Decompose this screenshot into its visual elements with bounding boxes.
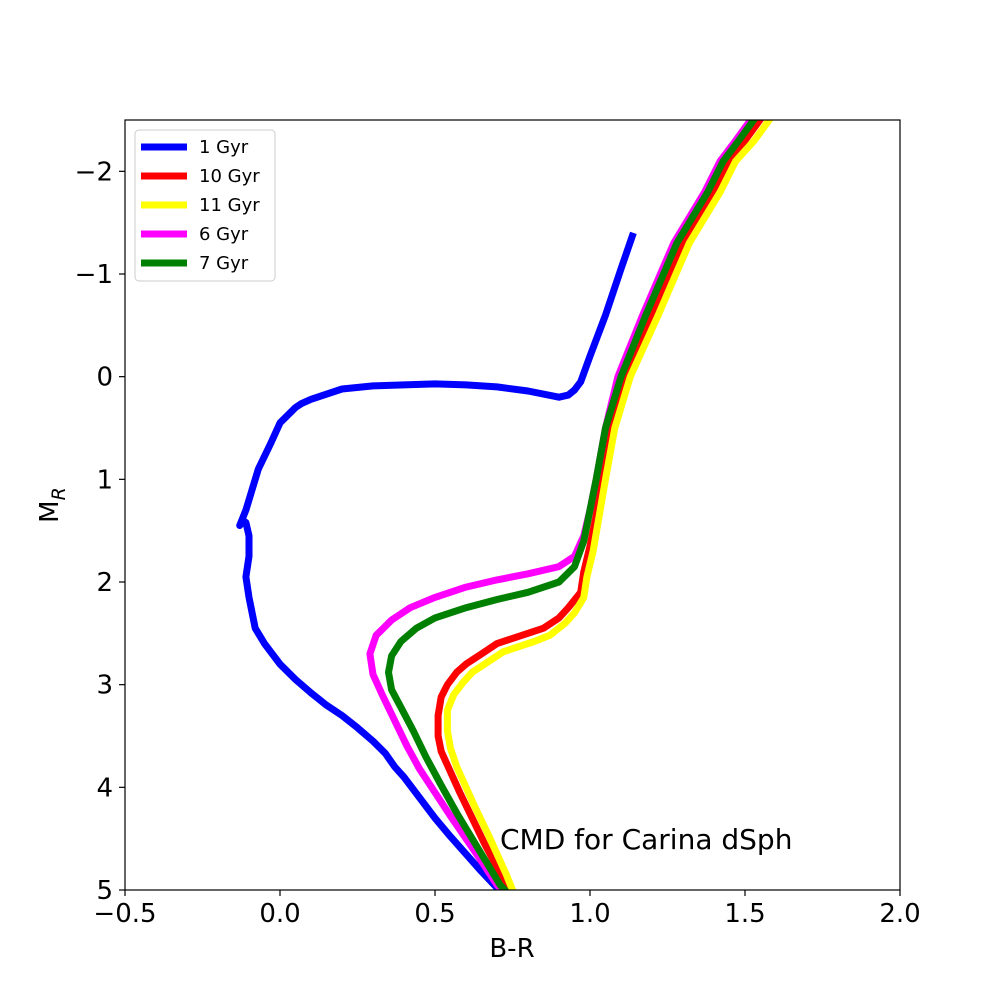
legend-label: 10 Gyr [199, 166, 260, 187]
legend-label: 1 Gyr [199, 137, 249, 158]
series-line-10-gyr [434, 120, 765, 890]
series-layer [236, 120, 774, 890]
x-tick-label: 1.5 [724, 899, 765, 929]
y-tick-label: 3 [96, 671, 113, 701]
legend-label: 7 Gyr [199, 253, 249, 274]
x-tick-label: −0.5 [93, 899, 156, 929]
series-line-11-gyr [443, 120, 774, 890]
y-tick-label: 1 [96, 465, 113, 495]
y-axis-label: MR [35, 487, 70, 523]
series-line-7-gyr [385, 120, 759, 890]
y-tick-label: 2 [96, 568, 113, 598]
x-tick-label: 2.0 [879, 899, 920, 929]
x-tick-label: 1.0 [569, 899, 610, 929]
y-tick-label: −1 [75, 260, 113, 290]
legend-label: 6 Gyr [199, 224, 249, 245]
x-tick-label: 0.5 [414, 899, 455, 929]
series-line-1-gyr [236, 231, 637, 890]
plot-frame [124, 119, 901, 891]
y-axis-label-subscript: R [48, 487, 70, 500]
y-tick-label: −2 [75, 157, 113, 187]
x-tick-label: 0.0 [259, 899, 300, 929]
legend-box [134, 129, 276, 282]
chart-annotation: CMD for Carina dSph [500, 823, 792, 856]
y-tick-label: 4 [96, 773, 113, 803]
legend-label: 11 Gyr [199, 195, 260, 216]
y-tick-label: 5 [96, 876, 113, 906]
x-axis: −0.5 0.0 0.5 1.0 1.5 2.0 [93, 890, 921, 929]
legend: 1 Gyr 10 Gyr 11 Gyr 6 Gyr 7 Gyr [134, 129, 276, 282]
legend-entries: 1 Gyr 10 Gyr 11 Gyr 6 Gyr 7 Gyr [141, 137, 260, 274]
y-axis-label-main: M [35, 500, 65, 522]
y-tick-label: 0 [96, 363, 113, 393]
x-axis-label: B-R [489, 934, 534, 964]
y-axis: −2 −1 0 1 2 3 4 5 [75, 157, 125, 906]
